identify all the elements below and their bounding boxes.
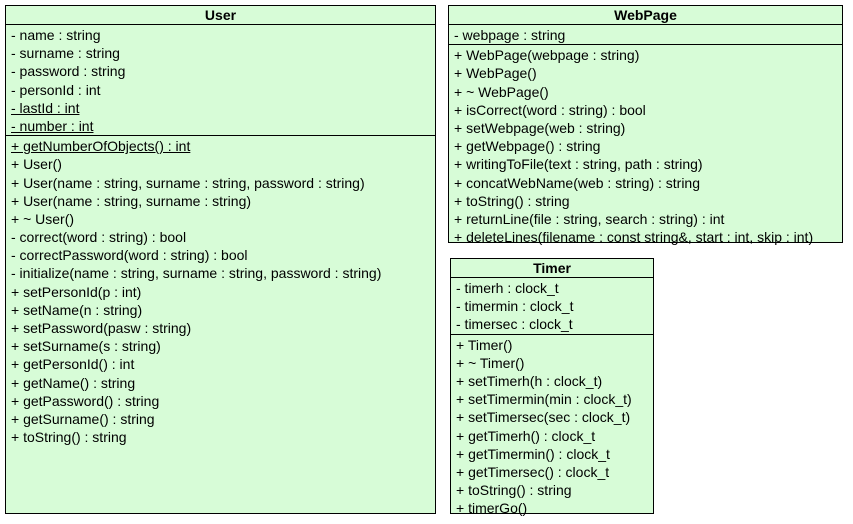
user-class-box[interactable]: User - name : string - surname : string - … (5, 5, 436, 514)
attributes-section: - name : string - surname : string - passw… (6, 25, 435, 137)
operation-row: + getSurname() : string (11, 410, 155, 427)
attribute-row: - personId : int (11, 81, 101, 98)
operation-row: + setWebpage(web : string) (454, 119, 626, 136)
operation-row: + getWebpage() : string (454, 138, 601, 155)
attribute-row: - timerh : clock_t (456, 280, 559, 296)
attribute-row: - number : int (11, 117, 94, 134)
operation-row: + returnLine(file : string, search : str… (454, 210, 725, 227)
attribute-row: - timermin : clock_t (456, 298, 574, 315)
class-title: User (6, 6, 435, 25)
operation-row: + toString() : string (11, 429, 127, 446)
operation-row: - correctPassword(word : string) : bool (11, 247, 248, 264)
operation-row: + writingToFile(text : string, path : st… (454, 156, 703, 173)
attribute-row: - lastId : int (11, 99, 80, 116)
class-title: Timer (451, 259, 653, 278)
operation-row: + getTimerh() : clock_t (456, 427, 596, 444)
attribute-row: - timersec : clock_t (456, 316, 573, 333)
operation-row: + deleteLines(filename : const string&, … (454, 229, 814, 246)
attribute-row: - webpage : string (454, 27, 566, 43)
operation-row: + getTimersec() : clock_t (456, 463, 610, 480)
operation-row: + concatWebName(web : string) : string (454, 174, 701, 191)
operation-row: + WebPage(webpage : string) (454, 47, 640, 64)
operation-row: + setSurname(s : string) (11, 338, 161, 355)
operation-row: + User() (11, 156, 62, 173)
operations-section: + WebPage(webpage : string) + WebPage() + … (449, 45, 842, 246)
operation-row: + setTimerh(h : clock_t) (456, 372, 603, 389)
operation-row: + getPersonId() : int (11, 356, 135, 373)
operation-row: + setPersonId(p : int) (11, 283, 142, 300)
attributes-section: - webpage : string (449, 25, 842, 46)
operation-row: + getNumberOfObjects() : int (11, 138, 191, 155)
operation-row: + User(name : string, surname : string) (11, 192, 252, 209)
operation-row: + ~ Timer() (456, 354, 525, 371)
operation-row: + setPassword(pasw : string) (11, 320, 192, 336)
operation-row: + toString() : string (456, 482, 572, 499)
operation-row: + Timer() (456, 336, 513, 353)
operation-row: - correct(word : string) : bool (11, 229, 187, 246)
timer-class-box[interactable]: Timer - timerh : clock_t - timermin : clo… (450, 258, 654, 516)
operation-row: + WebPage() (454, 65, 537, 82)
attribute-row: - surname : string (11, 45, 120, 62)
operation-row: + setTimermin(min : clock_t) (456, 391, 632, 408)
attribute-row: - password : string (11, 63, 126, 80)
webpage-class-box[interactable]: WebPage - webpage : string + WebPage(web… (448, 5, 843, 246)
operations-section: + Timer() + ~ Timer() + setTimerh(h : cloc… (451, 335, 653, 518)
attribute-row: - name : string (11, 27, 101, 43)
operation-row: + ~ WebPage() (454, 83, 549, 100)
operation-row: + isCorrect(word : string) : bool (454, 101, 646, 118)
operation-row: + getTimermin() : clock_t (456, 445, 610, 462)
operation-row: + ~ User() (11, 210, 75, 227)
operation-row: + timerGo() (456, 500, 528, 517)
operation-row: + User(name : string, surname : string, … (11, 174, 365, 191)
operation-row: + setName(n : string) (11, 301, 143, 318)
attributes-section: - timerh : clock_t - timermin : clock_t - … (451, 278, 653, 335)
class-title: WebPage (449, 6, 842, 25)
operation-row: + getName() : string (11, 374, 136, 391)
operation-row: + toString() : string (454, 192, 570, 209)
operation-row: + setTimersec(sec : clock_t) (456, 409, 631, 426)
operation-row: + getPassword() : string (11, 392, 160, 409)
operation-row: - initialize(name : string, surname : st… (11, 265, 382, 282)
operations-section: + getNumberOfObjects() : int + User() + Us… (6, 136, 435, 446)
